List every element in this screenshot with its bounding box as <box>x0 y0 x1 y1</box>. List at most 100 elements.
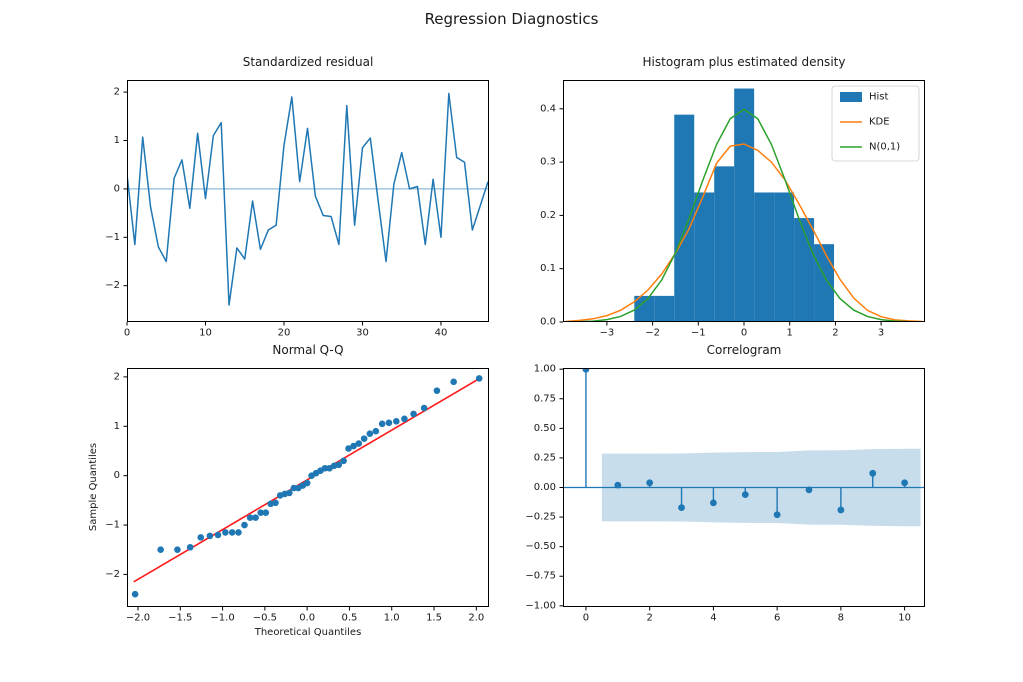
y-tick-label: 1 <box>114 421 120 432</box>
subplot-title-histogram: Histogram plus estimated density <box>642 55 846 69</box>
acf-point <box>678 504 685 512</box>
hist-bar <box>654 295 675 322</box>
qq-points <box>131 375 483 598</box>
qq-point <box>252 514 259 521</box>
y-tick-label: −2 <box>105 280 120 291</box>
x-tick-label: 1 <box>787 327 793 338</box>
axes-spines <box>127 80 489 322</box>
acf-point <box>710 499 717 507</box>
x-tick-label: 1.5 <box>426 612 442 623</box>
residual-series <box>127 92 489 306</box>
hist-bar <box>754 192 775 322</box>
qq-point <box>272 499 279 507</box>
qq-point <box>450 378 457 386</box>
y-tick-label: 0 <box>114 183 120 194</box>
x-tick-label: −0.5 <box>253 612 277 623</box>
axis-ticks: −2.0 −1.5 −1.0 −0.5 0.0 0.5 1.0 1.5 2.0 −2 −1 0 1 2 <box>105 371 484 623</box>
x-tick-label: 6 <box>774 612 780 623</box>
subplot-title-correlogram: Correlogram <box>706 343 782 357</box>
y-tick-label: 1 <box>114 135 120 146</box>
legend-label: KDE <box>869 117 890 128</box>
y-tick-label: 0.0 <box>540 317 556 328</box>
x-tick-label: 4 <box>710 612 716 623</box>
x-tick-label: 0.5 <box>341 612 357 623</box>
y-tick-label: 0.2 <box>540 210 556 221</box>
x-tick-label: 30 <box>356 327 369 338</box>
qq-point <box>321 464 329 472</box>
axes-spines <box>563 80 925 322</box>
qq-point <box>378 420 386 428</box>
qq-point <box>420 404 428 412</box>
density-curve-KDE <box>565 143 923 322</box>
qq-point <box>186 543 194 551</box>
y-tick-label: 2 <box>114 87 120 98</box>
qq-point <box>222 529 229 536</box>
x-tick-label: 2 <box>646 612 652 623</box>
x-tick-label: 2 <box>832 327 838 338</box>
x-tick-label: 10 <box>898 612 911 623</box>
qq-point <box>340 457 347 465</box>
x-tick-label: −3 <box>600 327 615 338</box>
y-tick-label: −1.00 <box>525 600 556 611</box>
y-tick-label: 0.50 <box>534 423 556 434</box>
y-tick-label: −2 <box>105 569 120 580</box>
axes-spines <box>563 368 925 607</box>
correlogram-stem-chart: 0 2 4 6 8 10 −1.00 −0.75 −0.50 −0.25 0.00 0.25 0.50 0… <box>525 364 925 623</box>
histogram-density-chart: Hist KDE N(0,1) −3 −2 −1 0 1 2 3 0.0 0.1 0.2 0.3 0.4 <box>540 80 925 338</box>
acf-point <box>805 486 813 494</box>
density-curve-N(0,1) <box>565 108 923 322</box>
x-tick-label: 20 <box>278 327 291 338</box>
qq-point <box>241 521 248 529</box>
qq-point <box>286 489 293 497</box>
x-tick-label: −1 <box>691 327 706 338</box>
residual-line-chart: 0 10 20 30 40 −2 −1 0 1 2 <box>105 80 489 338</box>
qq-yaxis-label: Sample Quantiles <box>88 442 99 532</box>
qq-point <box>410 410 417 418</box>
x-tick-label: 3 <box>878 327 884 338</box>
y-tick-label: 0.75 <box>534 393 556 404</box>
qq-point <box>262 509 270 516</box>
qq-point <box>350 442 357 450</box>
legend-swatch-Hist <box>840 92 862 102</box>
x-tick-label: −2 <box>645 327 660 338</box>
qq-point <box>197 534 205 541</box>
qq-point <box>206 532 214 540</box>
acf-point <box>741 491 749 498</box>
legend-box <box>831 85 920 162</box>
qq-point <box>228 529 236 536</box>
acf-point <box>901 479 909 487</box>
qq-point <box>393 418 400 425</box>
y-tick-label: −0.50 <box>525 541 556 552</box>
x-tick-label: −2.0 <box>126 612 150 623</box>
axis-ticks: 0 10 20 30 40 −2 −1 0 1 2 <box>105 87 447 339</box>
y-tick-label: 0.00 <box>534 482 556 493</box>
hist-bar <box>694 192 715 322</box>
acf-point <box>582 368 590 373</box>
acf-point <box>614 481 622 489</box>
y-tick-label: −1 <box>105 520 120 531</box>
y-tick-label: 0 <box>114 470 120 481</box>
qq-point <box>257 509 265 516</box>
acf-point <box>837 506 845 514</box>
qq-point <box>475 375 483 382</box>
acf-plot-area <box>563 368 925 527</box>
qq-point <box>385 419 393 427</box>
hist-bar <box>674 114 695 322</box>
x-tick-label: 2.0 <box>468 612 484 623</box>
x-tick-label: 0 <box>583 612 589 623</box>
axes-spines <box>127 368 489 607</box>
hist-bar <box>814 244 835 322</box>
qq-point <box>360 435 368 442</box>
hist-bars <box>634 88 835 322</box>
residual-plot-area <box>127 92 489 306</box>
figure-title: Regression Diagnostics <box>424 10 599 28</box>
x-tick-label: −1.5 <box>168 612 192 623</box>
qq-point <box>345 445 352 452</box>
qq-point <box>246 514 254 521</box>
x-tick-label: 0 <box>124 327 130 338</box>
qq-point <box>157 546 164 554</box>
y-tick-label: −1 <box>105 232 120 243</box>
hist-bar <box>774 192 795 322</box>
hist-bar <box>734 88 755 322</box>
